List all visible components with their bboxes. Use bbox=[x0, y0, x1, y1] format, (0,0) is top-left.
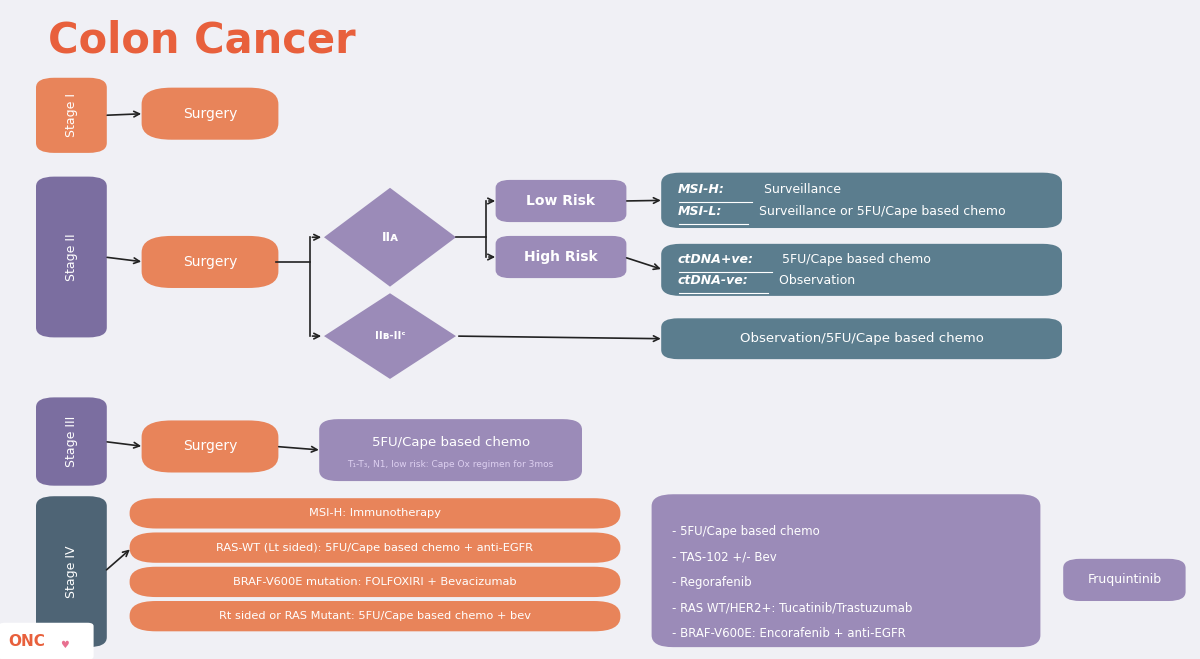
Text: - 5FU/Cape based chemo: - 5FU/Cape based chemo bbox=[672, 525, 820, 538]
Text: Fruquintinib: Fruquintinib bbox=[1087, 573, 1162, 587]
FancyBboxPatch shape bbox=[1063, 559, 1186, 601]
Text: Stage II: Stage II bbox=[65, 233, 78, 281]
Text: T₁-T₃, N1, low risk: Cape Ox regimen for 3mos: T₁-T₃, N1, low risk: Cape Ox regimen for… bbox=[348, 461, 553, 469]
Text: - Regorafenib: - Regorafenib bbox=[672, 576, 751, 588]
Text: MSI-H:: MSI-H: bbox=[678, 183, 725, 196]
Text: Colon Cancer: Colon Cancer bbox=[48, 20, 355, 62]
Text: 5FU/Cape based chemo: 5FU/Cape based chemo bbox=[778, 254, 930, 266]
Polygon shape bbox=[324, 293, 456, 379]
Text: - TAS-102 +/- Bev: - TAS-102 +/- Bev bbox=[672, 550, 776, 563]
FancyBboxPatch shape bbox=[130, 532, 620, 563]
Text: - BRAF-V600E: Encorafenib + anti-EGFR: - BRAF-V600E: Encorafenib + anti-EGFR bbox=[672, 627, 906, 640]
Text: Surveillance or 5FU/Cape based chemo: Surveillance or 5FU/Cape based chemo bbox=[755, 206, 1006, 218]
Text: Observation/5FU/Cape based chemo: Observation/5FU/Cape based chemo bbox=[739, 332, 984, 345]
Text: Observation: Observation bbox=[775, 274, 856, 287]
Text: ctDNA-ve:: ctDNA-ve: bbox=[678, 274, 749, 287]
Text: Low Risk: Low Risk bbox=[527, 194, 595, 208]
Text: Surgery: Surgery bbox=[182, 107, 238, 121]
Text: RAS-WT (Lt sided): 5FU/Cape based chemo + anti-EGFR: RAS-WT (Lt sided): 5FU/Cape based chemo … bbox=[216, 542, 534, 553]
FancyBboxPatch shape bbox=[36, 78, 107, 153]
FancyBboxPatch shape bbox=[130, 498, 620, 529]
FancyBboxPatch shape bbox=[142, 420, 278, 473]
Text: ctDNA+ve:: ctDNA+ve: bbox=[678, 254, 754, 266]
Text: Stage III: Stage III bbox=[65, 416, 78, 467]
Text: MSI-L:: MSI-L: bbox=[678, 206, 722, 218]
FancyBboxPatch shape bbox=[36, 397, 107, 486]
FancyBboxPatch shape bbox=[661, 318, 1062, 359]
FancyBboxPatch shape bbox=[36, 496, 107, 647]
FancyBboxPatch shape bbox=[661, 244, 1062, 296]
FancyBboxPatch shape bbox=[130, 567, 620, 597]
Text: Surgery: Surgery bbox=[182, 255, 238, 269]
Text: ONC: ONC bbox=[8, 634, 46, 648]
Text: MSI-H: Immunotherapy: MSI-H: Immunotherapy bbox=[310, 508, 442, 519]
FancyBboxPatch shape bbox=[496, 236, 626, 278]
Text: - RAS WT/HER2+: Tucatinib/Trastuzumab: - RAS WT/HER2+: Tucatinib/Trastuzumab bbox=[672, 601, 912, 614]
Text: ♥: ♥ bbox=[60, 640, 68, 650]
FancyBboxPatch shape bbox=[652, 494, 1040, 647]
FancyBboxPatch shape bbox=[142, 236, 278, 288]
Text: Surgery: Surgery bbox=[182, 440, 238, 453]
Text: Rt sided or RAS Mutant: 5FU/Cape based chemo + bev: Rt sided or RAS Mutant: 5FU/Cape based c… bbox=[220, 611, 530, 621]
FancyBboxPatch shape bbox=[661, 173, 1062, 228]
Text: High Risk: High Risk bbox=[524, 250, 598, 264]
Polygon shape bbox=[324, 188, 456, 287]
FancyBboxPatch shape bbox=[319, 419, 582, 481]
FancyBboxPatch shape bbox=[0, 623, 94, 659]
Text: IIᴀ: IIᴀ bbox=[382, 231, 398, 244]
Text: IIʙ-IIᶜ: IIʙ-IIᶜ bbox=[374, 331, 406, 341]
Text: BRAF-V600E mutation: FOLFOXIRI + Bevacizumab: BRAF-V600E mutation: FOLFOXIRI + Bevaciz… bbox=[233, 577, 517, 587]
Text: 5FU/Cape based chemo: 5FU/Cape based chemo bbox=[372, 436, 529, 449]
Text: Surveillance: Surveillance bbox=[760, 183, 840, 196]
FancyBboxPatch shape bbox=[496, 180, 626, 222]
FancyBboxPatch shape bbox=[142, 88, 278, 140]
Text: Stage IV: Stage IV bbox=[65, 546, 78, 598]
FancyBboxPatch shape bbox=[130, 601, 620, 631]
FancyBboxPatch shape bbox=[36, 177, 107, 337]
Text: Stage I: Stage I bbox=[65, 94, 78, 137]
